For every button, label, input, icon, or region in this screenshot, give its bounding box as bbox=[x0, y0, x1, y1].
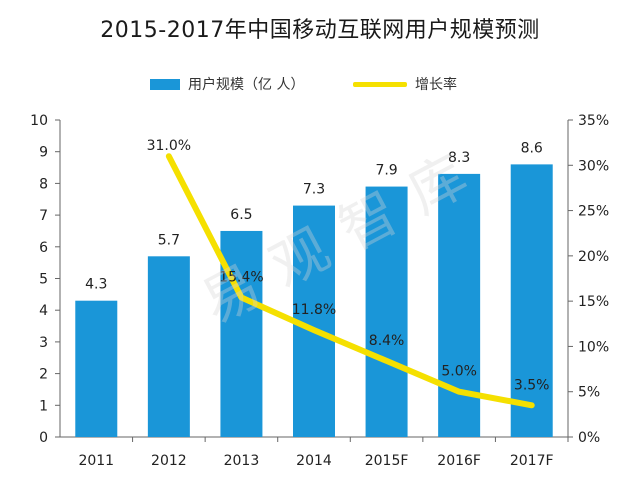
legend-swatch-bar bbox=[150, 78, 180, 90]
legend-item-bar: 用户规模（亿 人） bbox=[150, 74, 304, 94]
bar-value-label: 8.6 bbox=[521, 140, 543, 156]
growth-rate-label: 15.4% bbox=[219, 270, 263, 286]
growth-rate-label: 11.8% bbox=[292, 302, 336, 318]
growth-rate-point bbox=[166, 153, 172, 159]
x-tick-label: 2012 bbox=[151, 453, 187, 469]
y-tick-label: 3 bbox=[39, 335, 48, 351]
growth-rate-point bbox=[311, 327, 317, 333]
legend-label-line: 增长率 bbox=[415, 77, 457, 93]
growth-rate-label: 8.4% bbox=[369, 333, 405, 349]
bar-value-label: 7.9 bbox=[375, 163, 397, 179]
bar-value-label: 7.3 bbox=[303, 182, 325, 198]
y2-tick-label: 5% bbox=[578, 385, 600, 401]
bar bbox=[147, 256, 190, 437]
y-tick-label: 10 bbox=[30, 113, 48, 129]
y2-tick-label: 10% bbox=[578, 339, 609, 355]
legend: 用户规模（亿 人） 增长率 bbox=[0, 74, 640, 98]
y2-tick-label: 0% bbox=[578, 430, 600, 446]
y-tick-label: 4 bbox=[39, 303, 48, 319]
growth-rate-line bbox=[165, 153, 535, 409]
bar bbox=[220, 230, 263, 437]
x-tick-label: 2017F bbox=[510, 453, 554, 469]
growth-rate-label: 5.0% bbox=[441, 364, 477, 380]
y-tick-label: 6 bbox=[39, 240, 48, 256]
bar bbox=[438, 173, 481, 437]
bar bbox=[510, 164, 553, 437]
x-tick-label: 2013 bbox=[224, 453, 260, 469]
bar-value-label: 5.7 bbox=[158, 232, 180, 248]
legend-item-line: 增长率 bbox=[353, 74, 457, 94]
growth-rate-label: 3.5% bbox=[514, 377, 550, 393]
chart-title: 2015-2017年中国移动互联网用户规模预测 bbox=[100, 18, 540, 43]
bar-value-label: 4.3 bbox=[85, 277, 107, 293]
x-tick-label: 2015F bbox=[365, 453, 409, 469]
y-tick-label: 2 bbox=[39, 367, 48, 383]
y2-tick-label: 35% bbox=[578, 113, 609, 129]
growth-rate-point bbox=[529, 402, 535, 408]
bar-value-label: 6.5 bbox=[230, 207, 252, 223]
bar bbox=[75, 300, 118, 437]
y-tick-label: 9 bbox=[39, 145, 48, 161]
y2-tick-label: 15% bbox=[578, 294, 609, 310]
growth-rate-point bbox=[384, 358, 390, 364]
growth-rate-point bbox=[238, 295, 244, 301]
y2-tick-label: 30% bbox=[578, 158, 609, 174]
y-tick-label: 1 bbox=[39, 398, 48, 414]
x-tick-label: 2016F bbox=[437, 453, 481, 469]
legend-swatch-line bbox=[353, 81, 407, 87]
growth-rate-label: 31.0% bbox=[147, 138, 191, 154]
y-tick-label: 0 bbox=[39, 430, 48, 446]
growth-rate-point bbox=[456, 389, 462, 395]
y-tick-label: 8 bbox=[39, 176, 48, 192]
y2-tick-label: 20% bbox=[578, 249, 609, 265]
y-tick-label: 7 bbox=[39, 208, 48, 224]
x-tick-label: 2014 bbox=[296, 453, 332, 469]
bar-value-label: 8.3 bbox=[448, 150, 470, 166]
x-tick-label: 2011 bbox=[78, 453, 114, 469]
legend-label-bar: 用户规模（亿 人） bbox=[188, 77, 305, 93]
bar bbox=[365, 186, 408, 437]
y2-tick-label: 25% bbox=[578, 204, 609, 220]
y-tick-label: 5 bbox=[39, 272, 48, 288]
